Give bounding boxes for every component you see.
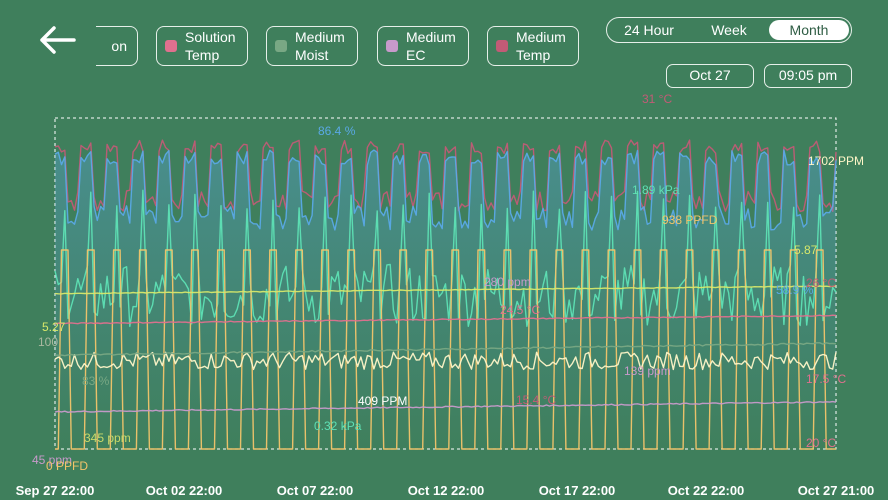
annotation-label: 345 ppm	[84, 431, 131, 445]
annotation-label: 280 ppm	[484, 275, 531, 289]
time-picker[interactable]: 09:05 pm	[764, 64, 852, 88]
annotation-label: 5.27	[42, 320, 66, 334]
series-line	[54, 314, 837, 325]
x-tick-label: Oct 12 22:00	[408, 483, 485, 498]
series-line	[54, 189, 837, 328]
range-week[interactable]: Week	[711, 22, 747, 38]
date-picker[interactable]: Oct 27	[666, 64, 754, 88]
annotation-label: 20 °C	[806, 436, 836, 450]
legend-swatch	[386, 40, 398, 52]
annotation-label: 409 PPM	[358, 394, 407, 408]
annotation-label: 139 ppm	[624, 364, 671, 378]
legend-bar: on Solution Temp Medium Moist Medium EC …	[0, 26, 600, 70]
annotation-label: 83 %	[82, 374, 110, 388]
series-line	[55, 249, 836, 450]
x-tick-label: Oct 02 22:00	[146, 483, 223, 498]
back-button[interactable]	[36, 22, 78, 58]
annotation-label: 26 °C	[806, 276, 836, 290]
x-tick-label: Oct 17 22:00	[539, 483, 616, 498]
annotation-label: 24.5 °C	[500, 303, 540, 317]
range-24-hour[interactable]: 24 Hour	[624, 22, 674, 38]
legend-label: on	[111, 38, 127, 54]
annotation-label: 1.89 kPa	[632, 183, 680, 197]
legend-swatch	[496, 40, 508, 52]
x-tick-label: Oct 22 22:00	[668, 483, 745, 498]
legend-label: Medium Moist	[295, 29, 345, 63]
series-line	[54, 351, 837, 371]
series-line	[54, 342, 837, 357]
annotation-label: 86.4 %	[318, 124, 356, 138]
legend-label: Solution Temp	[185, 29, 236, 63]
legend-chip-medium-ec[interactable]: Medium EC	[377, 26, 469, 66]
legend-swatch	[275, 40, 287, 52]
annotation-label: 0.32 kPa	[314, 419, 362, 433]
x-tick-label: Sep 27 22:00	[16, 483, 95, 498]
series-line	[54, 149, 837, 231]
legend-label: Medium Temp	[516, 29, 566, 63]
series-line	[54, 139, 837, 213]
x-tick-label: Oct 07 22:00	[277, 483, 354, 498]
series-line	[54, 400, 837, 413]
annotation-label: 15.4 °C	[516, 393, 556, 407]
time-range-toggle: 24 Hour Week Month	[606, 17, 852, 43]
annotation-label: 938 PPFD	[662, 213, 718, 227]
annotation-label: 5.87	[794, 243, 818, 257]
annotation-label: 0 PPFD	[46, 459, 88, 473]
legend-chip-partial[interactable]: on	[96, 26, 138, 66]
series-line	[54, 285, 837, 295]
legend-chip-medium-moist[interactable]: Medium Moist	[266, 26, 358, 66]
legend-chip-solution-temp[interactable]: Solution Temp	[156, 26, 248, 66]
x-tick-label: Oct 27 21:00	[798, 483, 875, 498]
annotation-label: 17.5 °C	[806, 372, 846, 386]
legend-label: Medium EC	[406, 29, 456, 63]
range-month[interactable]: Month	[769, 20, 849, 40]
series-area	[55, 150, 836, 449]
annotation-label: 100	[38, 335, 58, 349]
annotation-label: 1702 PPM	[808, 154, 864, 168]
annotation-label: 45 ppm	[32, 453, 72, 467]
legend-chip-medium-temp[interactable]: Medium Temp	[487, 26, 579, 66]
annotation-label: 31 °C	[642, 92, 672, 106]
annotation-label: 58.9 %	[776, 283, 814, 297]
legend-swatch	[165, 40, 177, 52]
arrow-left-icon	[40, 26, 76, 54]
